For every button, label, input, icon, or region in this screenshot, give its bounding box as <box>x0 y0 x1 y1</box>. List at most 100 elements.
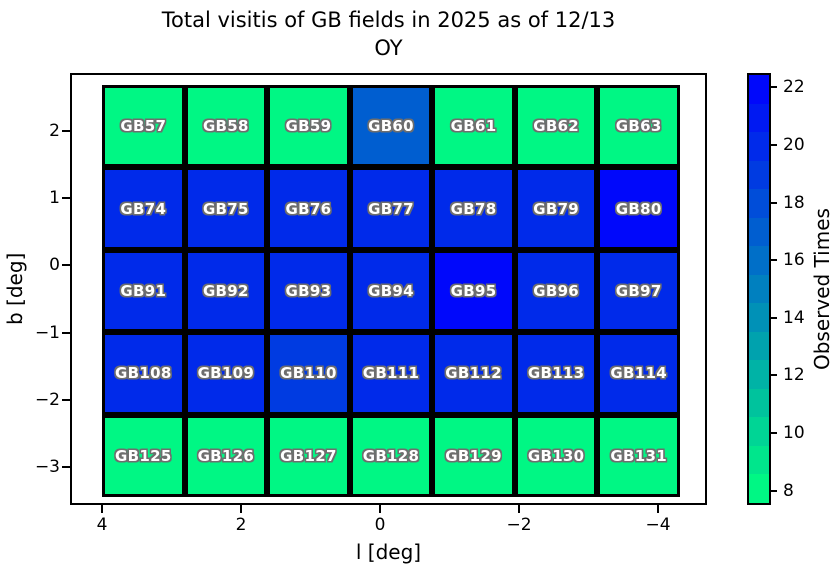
colorbar-band <box>749 388 769 418</box>
field-label: GB125 <box>115 446 172 465</box>
heatmap-cell: GB125 <box>102 414 185 497</box>
field-label: GB93 <box>285 281 332 300</box>
colorbar-tick <box>769 144 777 146</box>
y-tick <box>62 399 70 401</box>
field-label: GB113 <box>527 364 585 383</box>
y-tick <box>62 129 70 132</box>
field-label: GB62 <box>533 117 580 136</box>
colorbar-label: Observed Times <box>810 208 834 370</box>
heatmap-cell: GB77 <box>349 167 433 250</box>
heatmap-cell: GB130 <box>514 414 598 497</box>
heatmap-grid: GB57 GB58 GB59 GB60 GB61 GB62 GB63 GB74 GB75 GB76… <box>102 85 680 497</box>
colorbar-tick-label: 18 <box>783 192 805 213</box>
chart-title-line1: Total visitis of GB fields in 2025 as of… <box>161 8 616 32</box>
colorbar-band <box>749 75 769 104</box>
colorbar-tick-label: 20 <box>783 135 805 155</box>
x-axis-label: l [deg] <box>355 540 422 564</box>
colorbar-band <box>749 474 769 503</box>
colorbar-band <box>749 132 769 161</box>
colorbar-tick-label: 8 <box>783 480 794 501</box>
colorbar-tick-label: 14 <box>783 307 805 328</box>
field-label: GB94 <box>368 281 414 300</box>
chart-title-line2: OY <box>374 36 403 60</box>
colorbar-tick <box>769 86 777 89</box>
heatmap-cell: GB108 <box>102 332 185 415</box>
field-label: GB75 <box>202 199 249 218</box>
colorbar-tick-label: 10 <box>783 423 805 443</box>
field-label: GB112 <box>445 364 502 383</box>
heatmap-cell: GB127 <box>267 414 350 497</box>
field-label: GB74 <box>120 199 167 218</box>
heatmap-cell: GB109 <box>184 332 268 415</box>
field-label: GB57 <box>120 117 167 136</box>
heatmap-cell: GB112 <box>432 332 515 415</box>
colorbar-band <box>749 246 769 275</box>
heatmap-cell: GB75 <box>184 167 268 250</box>
field-label: GB63 <box>615 117 662 136</box>
heatmap-cell: GB128 <box>349 414 433 497</box>
x-tick <box>101 505 103 513</box>
heatmap-cell: GB80 <box>597 167 680 250</box>
colorbar-band <box>749 331 769 361</box>
colorbar-band <box>749 103 769 133</box>
heatmap-cell: GB95 <box>432 249 515 333</box>
heatmap-cell: GB74 <box>102 167 185 250</box>
field-label: GB60 <box>368 117 414 136</box>
field-label: GB80 <box>615 199 662 218</box>
heatmap-cell: GB126 <box>184 414 268 497</box>
y-tick <box>62 197 70 200</box>
field-label: GB129 <box>445 446 502 465</box>
x-tick <box>657 505 659 513</box>
x-tick-label: −4 <box>645 515 671 535</box>
heatmap-cell: GB110 <box>267 332 350 415</box>
y-tick-label: −2 <box>34 390 60 410</box>
heatmap-cell: GB114 <box>597 332 680 415</box>
field-label: GB79 <box>533 199 580 218</box>
field-label: GB128 <box>362 446 420 465</box>
heatmap-cell: GB96 <box>514 249 598 333</box>
colorbar-band <box>749 160 769 190</box>
heatmap-cell: GB63 <box>597 85 680 168</box>
heatmap-cell: GB129 <box>432 414 515 497</box>
field-label: GB109 <box>197 364 255 383</box>
heatmap-cell: GB57 <box>102 85 185 168</box>
y-tick <box>62 466 70 469</box>
heatmap-cell: GB60 <box>349 85 433 168</box>
field-label: GB58 <box>202 117 249 136</box>
colorbar-band <box>749 445 769 475</box>
colorbar-band <box>749 217 769 247</box>
heatmap-cell: GB97 <box>597 249 680 333</box>
heatmap-cell: GB61 <box>432 85 515 168</box>
x-tick-label: 2 <box>235 515 247 535</box>
heatmap-cell: GB76 <box>267 167 350 250</box>
field-label: GB108 <box>115 364 172 383</box>
colorbar-tick <box>769 374 777 377</box>
x-tick-label: 4 <box>96 515 108 535</box>
colorbar-band <box>749 360 769 389</box>
y-tick-label: 2 <box>49 120 60 141</box>
x-tick-label: −2 <box>506 515 532 535</box>
colorbar-tick <box>769 259 777 262</box>
field-label: GB114 <box>610 364 667 383</box>
colorbar-tick-label: 16 <box>783 250 805 271</box>
field-label: GB59 <box>285 117 332 136</box>
field-label: GB126 <box>197 446 255 465</box>
y-tick-label: −1 <box>34 322 60 343</box>
field-label: GB96 <box>533 281 580 300</box>
heatmap-cell: GB93 <box>267 249 350 333</box>
field-label: GB111 <box>362 364 420 383</box>
colorbar-tick-label: 22 <box>783 77 805 98</box>
x-tick-label: 0 <box>374 515 386 535</box>
colorbar <box>747 73 771 505</box>
field-label: GB97 <box>615 281 662 300</box>
colorbar-tick <box>769 432 777 434</box>
field-label: GB76 <box>285 199 332 218</box>
colorbar-band <box>749 189 769 218</box>
heatmap-cell: GB62 <box>514 85 598 168</box>
colorbar-tick <box>769 201 777 204</box>
colorbar-band <box>749 417 769 446</box>
heatmap-cell: GB94 <box>349 249 433 333</box>
colorbar-band <box>749 274 769 304</box>
colorbar-tick-label: 12 <box>783 365 805 386</box>
